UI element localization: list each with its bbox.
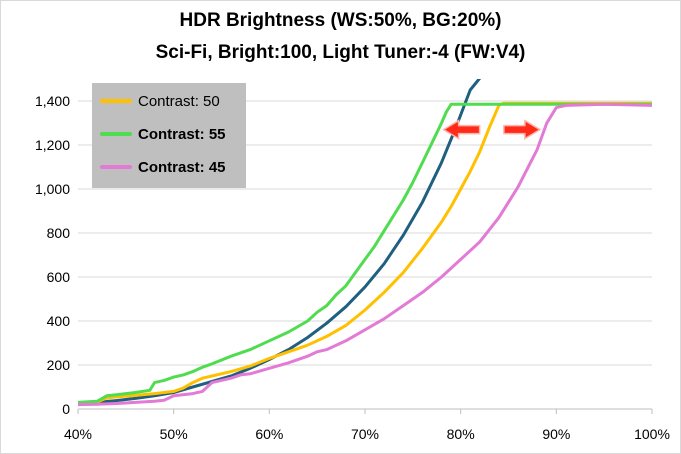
series-line-contrast-45 (78, 102, 652, 407)
x-tick-label: 40% (64, 426, 92, 442)
series-line-contrast-55 (78, 102, 652, 404)
y-tick-label: 600 (47, 269, 71, 285)
legend-label: Contrast: 55 (138, 126, 226, 143)
series-line-reference (78, 79, 482, 405)
chart-title-line-2: Sci-Fi, Bright:100, Light Tuner:-4 (FW:V… (155, 42, 526, 63)
y-tick-label: 1,400 (35, 93, 70, 109)
y-tick-label: 400 (47, 313, 71, 329)
arrow-right-annotation (503, 119, 542, 140)
y-tick-label: 200 (47, 357, 71, 373)
x-tick-label: 100% (634, 426, 670, 442)
legend-label: Contrast: 50 (138, 93, 220, 110)
x-tick-label: 90% (542, 426, 570, 442)
x-tick-label: 60% (255, 426, 283, 442)
y-tick-label: 1,200 (35, 137, 70, 153)
arrow-left-annotation (442, 119, 481, 140)
x-tick-label: 50% (160, 426, 188, 442)
x-tick-label: 70% (351, 426, 379, 442)
x-tick-label: 80% (447, 426, 475, 442)
y-tick-label: 1,000 (35, 181, 70, 197)
y-tick-label: 0 (62, 401, 70, 417)
y-tick-label: 800 (47, 225, 71, 241)
legend-label: Contrast: 45 (138, 159, 226, 176)
chart-title-line-1: HDR Brightness (WS:50%, BG:20%) (179, 10, 502, 31)
series-line-contrast-50 (78, 101, 652, 405)
